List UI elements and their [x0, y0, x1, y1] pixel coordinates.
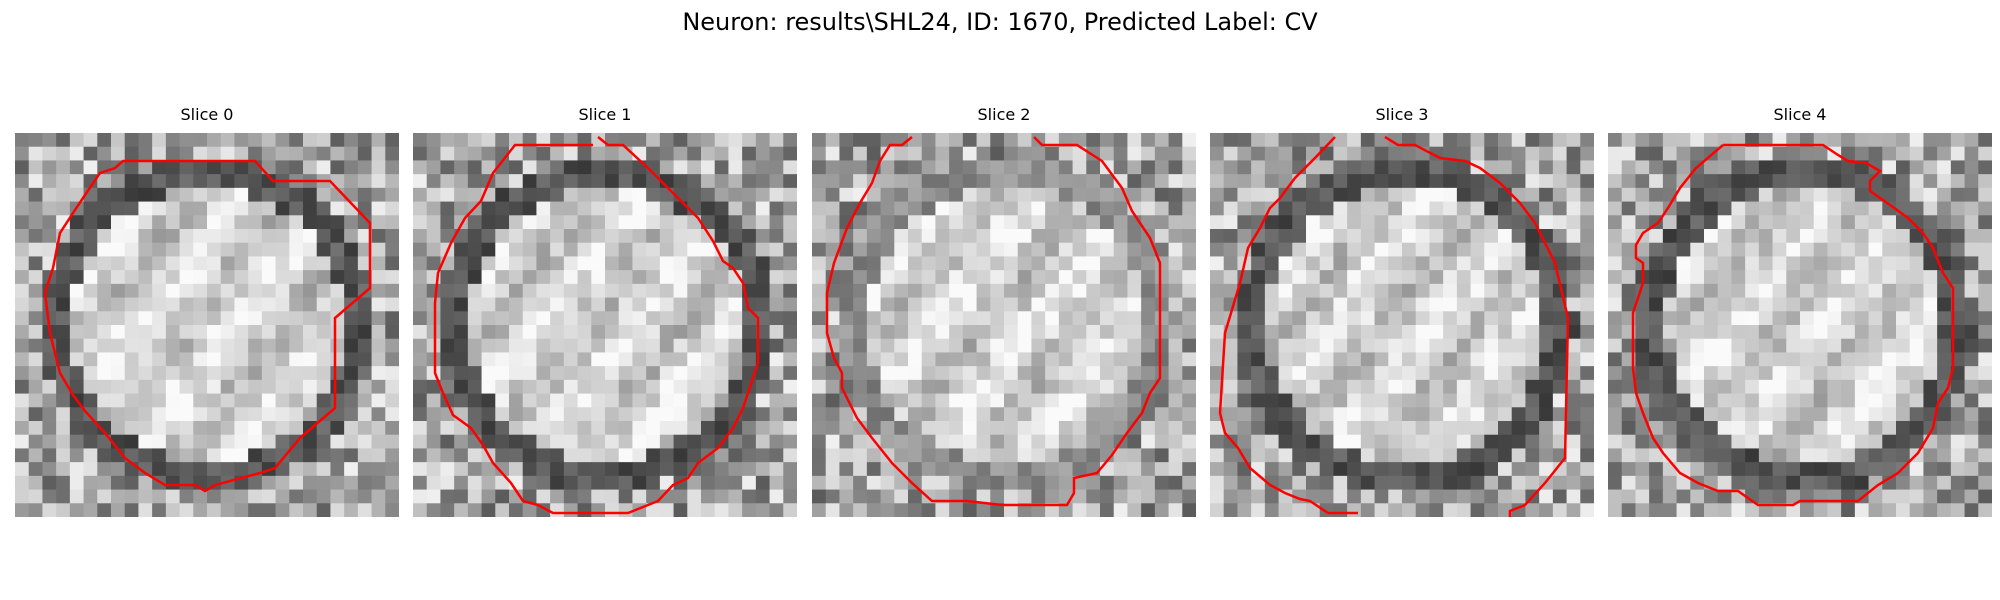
slice-title-1: Slice 1 — [578, 105, 632, 124]
slice-title-0: Slice 0 — [180, 105, 234, 124]
slice-image-2 — [812, 133, 1196, 517]
neuron-contour-4 — [1631, 143, 1955, 507]
slice-image-1 — [413, 133, 797, 517]
slice-image-4 — [1608, 133, 1992, 517]
slice-image-0 — [15, 133, 399, 517]
slice-title-4: Slice 4 — [1773, 105, 1827, 124]
slice-image-3 — [1210, 133, 1594, 517]
slice-title-3: Slice 3 — [1375, 105, 1429, 124]
neuron-contour-0 — [43, 159, 372, 493]
neuron-contour-1 — [433, 136, 760, 515]
neuron-contour-3 — [1218, 136, 1358, 515]
neuron-contour-2 — [825, 136, 1162, 507]
figure-title: Neuron: results\SHL24, ID: 1670, Predict… — [682, 8, 1318, 36]
slice-title-2: Slice 2 — [977, 105, 1031, 124]
neuron-contour-3b — [1384, 135, 1570, 517]
